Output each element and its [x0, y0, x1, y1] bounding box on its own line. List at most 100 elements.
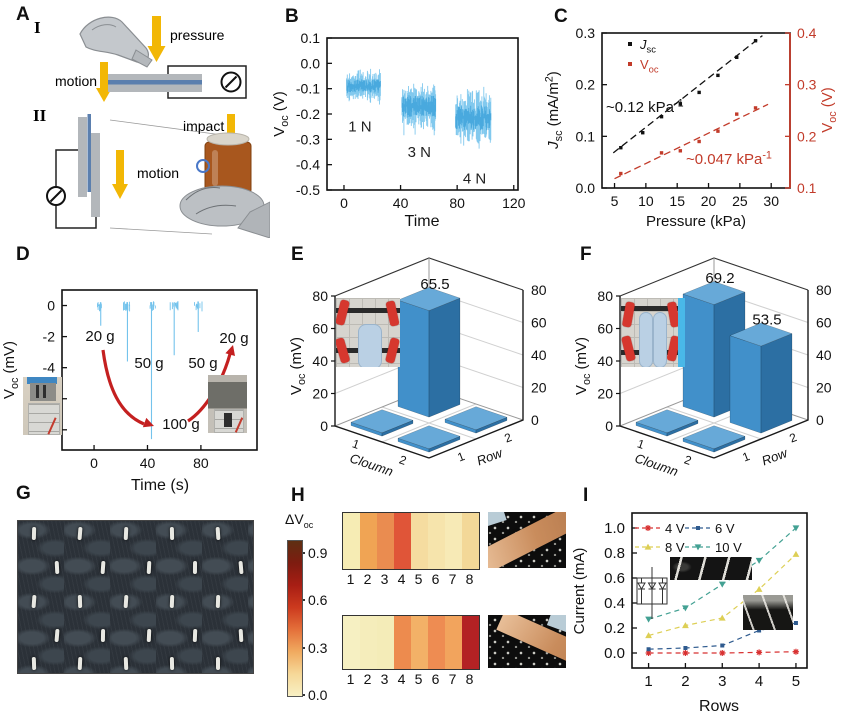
- svg-text:5: 5: [792, 673, 800, 690]
- svg-text:65.5: 65.5: [420, 276, 449, 293]
- light-corner: [488, 512, 507, 528]
- white-stitch: [215, 594, 221, 609]
- svg-text:Row: Row: [475, 445, 506, 469]
- svg-text:0.8: 0.8: [604, 545, 625, 562]
- heatmap-cell-number: 7: [448, 571, 457, 587]
- svg-text:0.2: 0.2: [797, 128, 817, 144]
- svg-text:100 g: 100 g: [162, 416, 200, 433]
- heatmap-cell-number: 1: [346, 671, 355, 687]
- svg-text:Row: Row: [760, 445, 791, 469]
- svg-text:20: 20: [312, 386, 328, 402]
- plot-frame: [631, 512, 808, 669]
- bar-front-face: [682, 293, 715, 418]
- roman-numeral-one: I: [34, 18, 41, 37]
- svg-text:80: 80: [193, 455, 209, 471]
- white-stitch: [169, 526, 175, 541]
- svg-text:50 g: 50 g: [134, 355, 163, 372]
- white-stitch: [238, 560, 244, 575]
- svg-text:60: 60: [597, 321, 613, 337]
- white-stitch: [238, 628, 244, 643]
- plot-frame: [61, 289, 258, 451]
- heatmap-cell: [428, 616, 445, 669]
- svg-text:80: 80: [597, 288, 613, 304]
- blue-glove-finger: [639, 312, 653, 367]
- panel-g: G: [0, 483, 285, 721]
- white-stitch: [54, 560, 60, 575]
- svg-text:2: 2: [681, 673, 689, 690]
- slot: [36, 385, 39, 398]
- white-stitch: [31, 594, 37, 609]
- svg-text:80: 80: [312, 288, 328, 304]
- robot-hand-icon-2: [179, 185, 271, 239]
- svg-text:2: 2: [397, 453, 408, 469]
- heatmap-cell-number: 2: [363, 671, 372, 687]
- heatmap-cell-number: 8: [465, 671, 474, 687]
- heatmap-cell: [377, 513, 394, 569]
- svg-text:20: 20: [597, 386, 613, 402]
- photo-inset-weight-setup-left: [23, 377, 62, 435]
- woven-fabric-photo: [17, 520, 254, 674]
- svg-text:0.4: 0.4: [604, 595, 625, 612]
- current-vs-rows-chart: 1 2 3 4 5 0.0 0.2 0.4 0.6 0.8 1.0 4 V 6 V 8 V 10 V Curr…: [571, 512, 808, 715]
- white-stitch: [31, 526, 37, 541]
- heatmap-cell-number: 3: [380, 571, 389, 587]
- photo-inset-braid-row: [670, 557, 752, 580]
- svg-text:0.0: 0.0: [604, 645, 625, 662]
- svg-text:0.2: 0.2: [604, 620, 625, 637]
- svg-text:0.2: 0.2: [576, 77, 596, 93]
- svg-text:1: 1: [635, 437, 646, 453]
- heatmap-cell: [462, 513, 479, 569]
- colorbar-tick: [301, 599, 305, 602]
- svg-text:1: 1: [644, 673, 652, 690]
- svg-text:-0.3: -0.3: [296, 131, 320, 147]
- svg-text:0.6: 0.6: [604, 570, 625, 587]
- svg-text:80: 80: [449, 195, 465, 211]
- svg-text:1: 1: [350, 437, 361, 453]
- roman-numeral-two: II: [33, 106, 47, 125]
- slot: [43, 385, 46, 398]
- photo-inset-copper-tape-top: [488, 512, 566, 568]
- svg-text:Voc (V): Voc (V): [819, 87, 839, 133]
- svg-text:80: 80: [531, 282, 547, 298]
- svg-text:-0.2: -0.2: [296, 106, 320, 122]
- svg-text:0: 0: [605, 418, 613, 434]
- heatmap-cell-number: 8: [465, 571, 474, 587]
- svg-text:40: 40: [597, 353, 613, 369]
- colorbar-tick-label: 0.9: [308, 544, 328, 561]
- white-stitch: [123, 594, 129, 609]
- svg-text:53.5: 53.5: [752, 312, 781, 329]
- colorbar-tick: [301, 646, 305, 649]
- bar-front-face: [729, 335, 762, 434]
- colorbar-tick: [301, 694, 305, 696]
- rail: [621, 306, 685, 311]
- svg-text:-0.1: -0.1: [296, 81, 320, 97]
- svg-text:Current (mA): Current (mA): [571, 548, 588, 635]
- heatmap-cell-number: 4: [397, 671, 406, 687]
- svg-text:~0.047 kPa-1: ~0.047 kPa-1: [686, 149, 772, 168]
- diode-circuit-icon: [636, 567, 668, 619]
- svg-text:69.2: 69.2: [705, 270, 734, 287]
- svg-text:2: 2: [502, 430, 514, 446]
- svg-text:80: 80: [816, 282, 832, 298]
- colorbar-tick: [301, 551, 305, 554]
- red-arrow-down: [101, 349, 145, 426]
- heatmap-cell: [360, 616, 377, 669]
- panel-letter-i: I: [583, 485, 589, 506]
- svg-text:4 N: 4 N: [463, 171, 486, 188]
- panel-letter-g: G: [16, 483, 31, 504]
- white-stitch: [146, 628, 152, 643]
- white-stitch: [146, 560, 152, 575]
- svg-text:Voc (mV): Voc (mV): [573, 337, 593, 395]
- svg-text:20: 20: [701, 193, 717, 209]
- svg-text:~0.12 kPa-1: ~0.12 kPa-1: [606, 97, 684, 116]
- heatmap-cell: [445, 513, 462, 569]
- svg-text:0: 0: [531, 412, 539, 428]
- panel-letter-d: D: [16, 244, 30, 265]
- svg-text:15: 15: [669, 193, 685, 209]
- colorbar-tick-label: 0.3: [308, 639, 328, 656]
